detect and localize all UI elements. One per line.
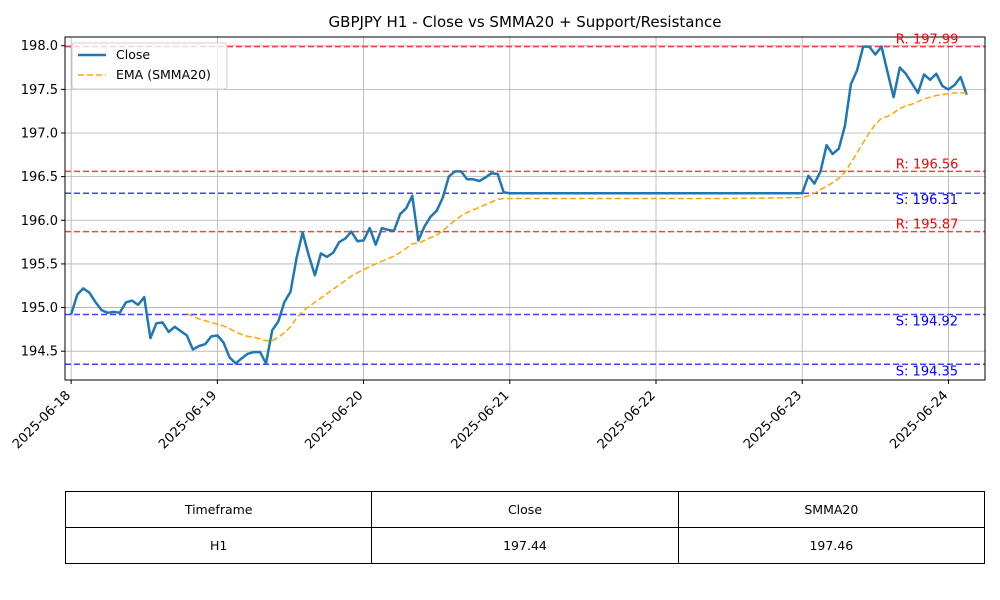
- resistance-level-label: R: 196.56: [896, 157, 959, 172]
- table-cell: 197.44: [371, 527, 679, 564]
- resistance-level-label: R: 195.87: [896, 218, 959, 233]
- chart: GBPJPY H1 - Close vs SMMA20 + Support/Re…: [10, 13, 986, 452]
- x-axis: 2025-06-18 2025-06-19 2025-06-20 2025-06-21…: [10, 380, 951, 452]
- series-lines: [69, 45, 968, 365]
- x-tick-label: 2025-06-24: [887, 388, 951, 452]
- chart-title: GBPJPY H1 - Close vs SMMA20 + Support/Re…: [329, 13, 722, 31]
- y-tick-label: 198.0: [21, 39, 58, 54]
- x-tick-label: 2025-06-23: [741, 388, 805, 452]
- legend-label-close: Close: [116, 47, 150, 62]
- y-tick-label: 195.0: [21, 301, 58, 316]
- y-tick-label: 197.0: [21, 127, 58, 142]
- table-header-cell: Close: [371, 491, 679, 528]
- y-tick-label: 195.5: [21, 257, 58, 272]
- table-header-cell: SMMA20: [677, 491, 986, 528]
- series-line-close: [69, 45, 968, 365]
- table-header-cell: Timeframe: [64, 491, 373, 528]
- x-tick-label: 2025-06-18: [10, 388, 74, 452]
- table-cell: 197.46: [677, 527, 986, 564]
- x-tick-label: 2025-06-19: [156, 388, 220, 452]
- legend: Close EMA (SMMA20): [71, 42, 228, 90]
- table-row: H1 197.44 197.46: [64, 527, 986, 564]
- resistance-level-label: R: 197.99: [896, 33, 959, 48]
- legend-label-smma: EMA (SMMA20): [116, 67, 211, 82]
- summary-table: Timeframe Close SMMA20 H1 197.44 197.46: [64, 491, 986, 564]
- plot-area-frame: [64, 36, 986, 381]
- x-tick-label: 2025-06-22: [595, 388, 659, 452]
- series-line-smma20: [186, 92, 967, 342]
- support-level-label: S: 196.31: [896, 193, 958, 208]
- x-tick-label: 2025-06-20: [302, 388, 366, 452]
- table-header-row: Timeframe Close SMMA20: [64, 491, 986, 528]
- y-tick-label: 196.5: [21, 170, 58, 185]
- level-labels: R: 197.99 R: 196.56 S: 196.31 R: 195.87 S: 1…: [896, 33, 959, 380]
- support-level-label: S: 194.92: [896, 315, 958, 330]
- y-tick-label: 197.5: [21, 83, 58, 98]
- y-tick-label: 196.0: [21, 214, 58, 229]
- support-resistance-levels: [65, 45, 985, 366]
- support-level-label: S: 194.35: [896, 364, 958, 379]
- y-tick-label: 194.5: [21, 345, 58, 360]
- legend-box: [71, 42, 228, 90]
- y-axis: 194.5 195.0 195.5 196.0 196.5 197.0 197.5 198.0: [21, 39, 65, 360]
- table-cell: H1: [64, 527, 373, 564]
- x-tick-label: 2025-06-21: [449, 388, 513, 452]
